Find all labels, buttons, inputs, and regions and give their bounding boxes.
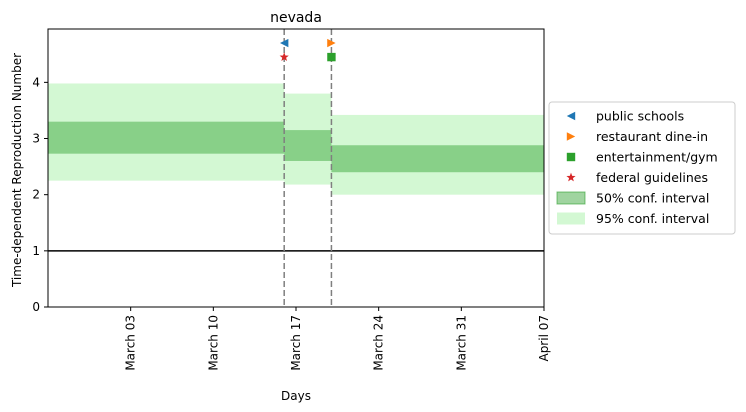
chart-title: nevada [270,10,322,26]
x-tick-label: March 10 [206,315,220,371]
intervention-markers [279,38,336,62]
y-tick-label: 3 [32,132,40,146]
ci50-band-1 [48,121,285,154]
x-tick-label: April 07 [537,315,551,362]
ci50-bands [48,121,544,173]
marker-entertainment-gym [327,52,336,62]
intervention-lines [283,29,333,307]
legend-marker-entertainment-gym [566,152,576,162]
legend-label-50-conf-interval: 50% conf. interval [596,191,709,206]
marker-public-schools [279,38,289,48]
legend-marker-public-schools [566,111,576,121]
ci95-band-3 [331,114,544,195]
marker-federal-guidelines [279,52,289,61]
x-tick-label: March 03 [124,315,138,371]
legend-label-95-conf-interval: 95% conf. interval [596,211,709,226]
legend-marker-restaurant-dine-in [566,132,576,141]
y-tick-label: 2 [32,188,40,202]
y-tick-label: 1 [32,244,40,258]
legend-marker-federal-guidelines [566,172,576,182]
ci50-band-3 [331,145,544,173]
ci95-band-1 [48,83,285,181]
ci95-bands [48,83,544,195]
legend-label-public-schools: public schools [596,109,684,124]
y-axis-label: Time-dependent Reproduction Number [10,53,24,288]
x-tick-label: March 17 [289,315,303,371]
x-tick-label: March 31 [454,315,468,371]
ci95-band-2 [284,93,332,185]
legend-label-federal-guidelines: federal guidelines [596,170,708,185]
marker-restaurant-dine-in [327,38,336,48]
legend: public schools restaurant dine-in entertai… [548,101,736,235]
y-tick-label: 4 [32,75,40,89]
legend-box [548,101,736,235]
x-tick-label: March 24 [372,315,386,371]
axes: 0 1 2 3 4 March 03 March 10 March 17 March 24 Mar… [32,28,551,371]
y-tick-label: 0 [32,300,40,314]
legend-patch-50-conf-interval [556,191,586,205]
ci50-band-2 [284,130,332,161]
legend-label-entertainment-gym: entertainment/gym [596,150,718,165]
x-axis-label: Days [281,389,311,403]
legend-patch-95-conf-interval [557,212,585,225]
legend-label-restaurant-dine-in: restaurant dine-in [596,129,708,144]
